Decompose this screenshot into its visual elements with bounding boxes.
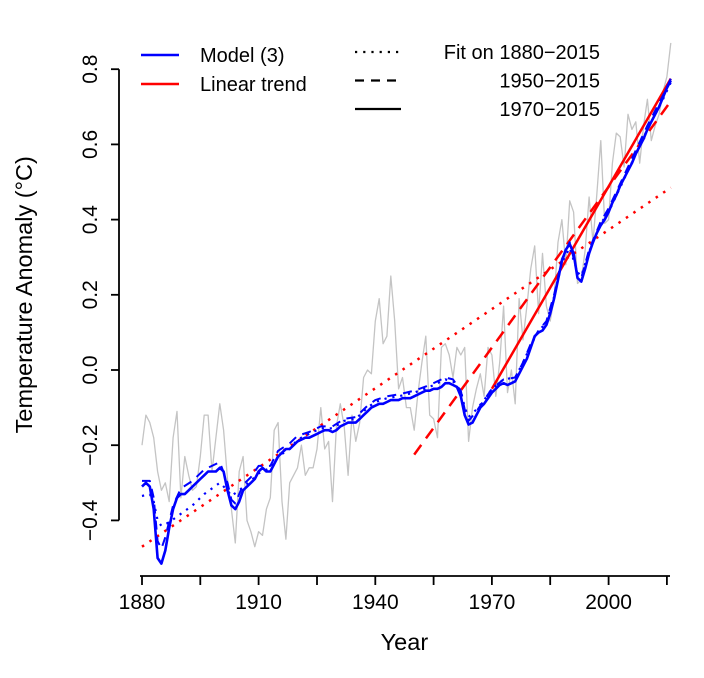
- y-tick-label: −0.2: [79, 424, 102, 465]
- legend: Model (3) Linear trend Fit on 1880−2015 195…: [141, 42, 600, 121]
- y-axis-title: Temperature Anomaly (°C): [11, 156, 37, 433]
- x-tick-label: 2000: [585, 591, 632, 614]
- y-tick-label: 0.8: [79, 55, 102, 84]
- y-tick-label: 0.0: [79, 355, 102, 384]
- series-model-1950-2015-line: [142, 78, 672, 550]
- y-tick-label: 0.4: [79, 205, 102, 235]
- legend-label: Fit on 1880−2015: [444, 42, 600, 64]
- x-tick-label: 1970: [469, 591, 516, 614]
- legend-label: Linear trend: [200, 74, 307, 96]
- series-trend-1880-2015-line: [141, 186, 672, 548]
- series-trend-1950-2015-line: [413, 100, 672, 456]
- series-trend-1970-2015-line: [490, 77, 672, 390]
- series-model-1970-2015-line: [141, 79, 672, 565]
- legend-label: 1970−2015: [499, 99, 600, 121]
- x-tick-label: 1940: [352, 591, 399, 614]
- x-axis-title: Year: [381, 629, 429, 655]
- y-tick-label: 0.2: [79, 280, 102, 309]
- legend-label: Model (3): [200, 45, 284, 67]
- x-tick-label: 1880: [119, 591, 166, 614]
- axes: [111, 68, 670, 585]
- legend-label: 1950−2015: [499, 71, 600, 93]
- x-tick-label: 1910: [235, 591, 282, 614]
- series-model-1880-2015-line: [141, 81, 672, 528]
- y-tick-label: 0.6: [79, 130, 102, 159]
- y-tick-label: −0.4: [79, 499, 102, 541]
- axis-labels: −0.4 −0.2 0.0 0.2 0.4 0.6 0.8 1880 1910 1940 1970 2…: [11, 55, 632, 655]
- series-group: [141, 42, 672, 565]
